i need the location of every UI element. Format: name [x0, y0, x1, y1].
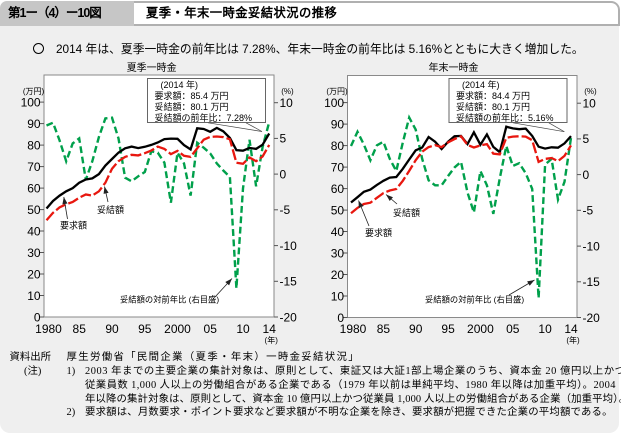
svg-text:85: 85 [73, 322, 87, 336]
svg-text:要求額：85.4 万円: 要求額：85.4 万円 [155, 90, 229, 101]
svg-text:妥結額: 妥結額 [97, 204, 124, 215]
svg-text:95: 95 [138, 322, 152, 336]
svg-text:(2014 年): (2014 年) [161, 79, 199, 90]
svg-text:100: 100 [21, 95, 41, 109]
svg-text:30: 30 [331, 246, 345, 260]
svg-text:要求額：84.4 万円: 要求額：84.4 万円 [456, 90, 530, 101]
svg-text:70: 70 [331, 160, 345, 174]
svg-text:-5: -5 [583, 204, 594, 218]
svg-text:(年): (年) [265, 335, 279, 345]
svg-text:10: 10 [236, 322, 250, 336]
svg-text:妥結額の前年比：5.16%: 妥結額の前年比：5.16% [456, 112, 554, 123]
svg-text:90: 90 [331, 117, 345, 131]
svg-text:20: 20 [331, 268, 345, 282]
svg-text:90: 90 [409, 322, 423, 336]
svg-text:0: 0 [34, 310, 41, 324]
svg-text:0: 0 [280, 167, 287, 181]
svg-text:14: 14 [564, 322, 578, 336]
svg-text:70: 70 [27, 160, 41, 174]
svg-text:(%): (%) [281, 87, 294, 96]
svg-text:60: 60 [27, 181, 41, 195]
svg-text:80: 80 [331, 139, 345, 153]
svg-text:要求額: 要求額 [365, 227, 392, 238]
svg-text:-10: -10 [280, 239, 298, 253]
svg-text:40: 40 [331, 225, 345, 239]
svg-text:夏季一時金: 夏季一時金 [127, 61, 177, 74]
svg-text:40: 40 [27, 224, 41, 238]
svg-text:60: 60 [331, 182, 345, 196]
svg-text:90: 90 [105, 322, 119, 336]
svg-text:(万円): (万円) [326, 87, 348, 96]
svg-text:05: 05 [204, 322, 218, 336]
svg-text:(2014 年): (2014 年) [462, 79, 500, 90]
svg-text:妥結額：80.1 万円: 妥結額：80.1 万円 [155, 101, 229, 112]
svg-text:妥結額の前年比：7.28%: 妥結額の前年比：7.28% [155, 112, 253, 123]
svg-text:(%): (%) [584, 87, 597, 96]
svg-text:90: 90 [27, 117, 41, 131]
svg-text:-15: -15 [583, 275, 601, 289]
svg-text:(年): (年) [566, 335, 580, 345]
svg-text:5: 5 [280, 132, 287, 146]
svg-text:50: 50 [331, 203, 345, 217]
svg-text:05: 05 [506, 322, 520, 336]
svg-text:年末一時金: 年末一時金 [429, 61, 479, 74]
svg-text:要求額: 要求額 [60, 220, 87, 231]
svg-text:20: 20 [27, 267, 41, 281]
svg-text:10: 10 [583, 97, 597, 111]
svg-text:妥結額：80.1 万円: 妥結額：80.1 万円 [456, 101, 530, 112]
svg-text:10: 10 [538, 322, 552, 336]
svg-text:1980: 1980 [340, 322, 367, 336]
svg-text:-15: -15 [280, 275, 298, 289]
svg-text:10: 10 [27, 289, 41, 303]
svg-text:妥結額の対前年比 (右目盛): 妥結額の対前年比 (右目盛) [120, 295, 219, 305]
svg-text:-10: -10 [583, 239, 601, 253]
svg-text:-20: -20 [583, 311, 601, 325]
svg-text:10: 10 [331, 289, 345, 303]
svg-text:10: 10 [280, 96, 294, 110]
svg-text:妥結額: 妥結額 [393, 207, 420, 218]
svg-text:14: 14 [263, 322, 277, 336]
svg-text:妥結額の対前年比 (右目盛): 妥結額の対前年比 (右目盛) [425, 295, 524, 305]
svg-text:-20: -20 [280, 310, 298, 324]
svg-text:2000: 2000 [164, 322, 191, 336]
svg-text:95: 95 [441, 322, 455, 336]
svg-text:-5: -5 [280, 203, 291, 217]
svg-text:85: 85 [377, 322, 391, 336]
svg-text:0: 0 [583, 168, 590, 182]
svg-text:2000: 2000 [467, 322, 494, 336]
svg-text:100: 100 [324, 96, 344, 110]
svg-text:(万円): (万円) [23, 87, 45, 96]
svg-text:5: 5 [583, 132, 590, 146]
svg-text:1980: 1980 [35, 322, 62, 336]
svg-text:80: 80 [27, 138, 41, 152]
svg-text:0: 0 [337, 311, 344, 325]
svg-text:30: 30 [27, 246, 41, 260]
svg-text:50: 50 [27, 203, 41, 217]
